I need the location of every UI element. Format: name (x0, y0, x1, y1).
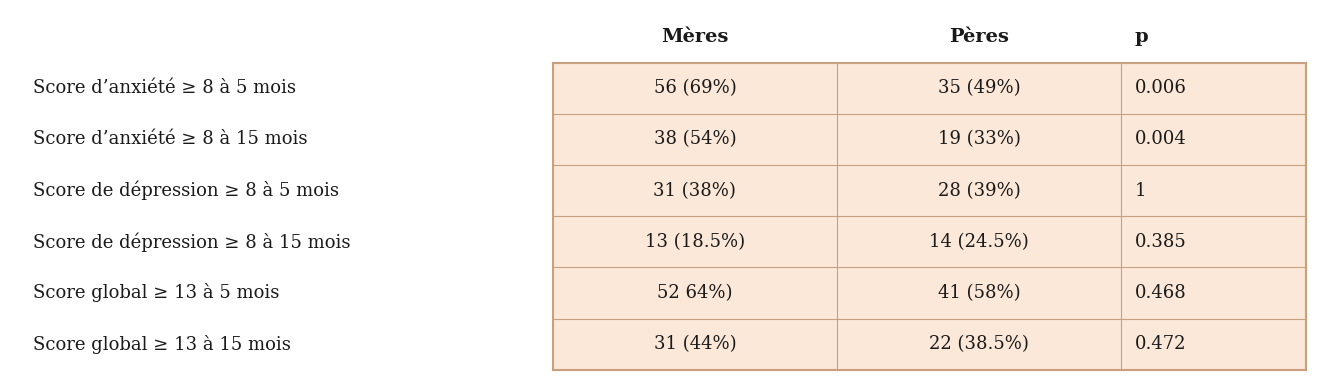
Text: 0.472: 0.472 (1134, 335, 1186, 353)
Text: 35 (49%): 35 (49%) (938, 79, 1021, 97)
Text: Score d’anxiété ≥ 8 à 15 mois: Score d’anxiété ≥ 8 à 15 mois (33, 130, 308, 148)
Text: 0.006: 0.006 (1134, 79, 1186, 97)
Text: p: p (1134, 28, 1149, 46)
Text: 1: 1 (1134, 182, 1146, 200)
Text: 0.004: 0.004 (1134, 130, 1186, 148)
Bar (553, 216, 1306, 268)
Text: 14 (24.5%): 14 (24.5%) (929, 233, 1029, 251)
Text: 13 (18.5%): 13 (18.5%) (645, 233, 745, 251)
Text: Score de dépression ≥ 8 à 15 mois: Score de dépression ≥ 8 à 15 mois (33, 232, 351, 252)
Bar (553, 114, 1306, 165)
Text: Mères: Mères (661, 28, 729, 46)
Text: Score d’anxiété ≥ 8 à 5 mois: Score d’anxiété ≥ 8 à 5 mois (33, 79, 296, 97)
Bar (553, 165, 1306, 216)
Text: Pères: Pères (949, 28, 1009, 46)
Text: 56 (69%): 56 (69%) (653, 79, 736, 97)
Text: 52 64%): 52 64%) (657, 284, 733, 302)
Text: 22 (38.5%): 22 (38.5%) (929, 335, 1029, 353)
Text: 0.385: 0.385 (1134, 233, 1186, 251)
Text: 19 (33%): 19 (33%) (938, 130, 1021, 148)
Text: 38 (54%): 38 (54%) (653, 130, 736, 148)
Text: 28 (39%): 28 (39%) (938, 182, 1021, 200)
Text: Score global ≥ 13 à 5 mois: Score global ≥ 13 à 5 mois (33, 283, 280, 302)
Bar (553, 63, 1306, 114)
Text: 0.468: 0.468 (1134, 284, 1186, 302)
Text: 31 (38%): 31 (38%) (653, 182, 736, 200)
Bar (553, 268, 1306, 318)
Text: 31 (44%): 31 (44%) (653, 335, 736, 353)
Text: Score global ≥ 13 à 15 mois: Score global ≥ 13 à 15 mois (33, 335, 291, 354)
Text: Score de dépression ≥ 8 à 5 mois: Score de dépression ≥ 8 à 5 mois (33, 181, 340, 200)
Text: 41 (58%): 41 (58%) (938, 284, 1021, 302)
Bar (553, 318, 1306, 370)
